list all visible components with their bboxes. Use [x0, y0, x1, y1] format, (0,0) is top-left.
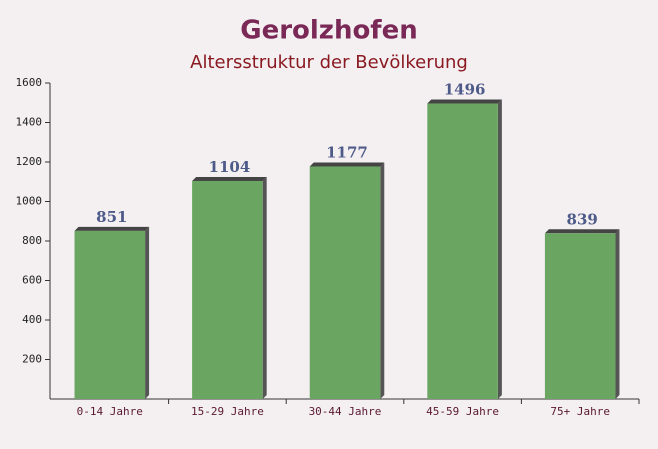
y-tick-label: 600	[22, 274, 42, 287]
y-tick-label: 800	[22, 234, 42, 247]
x-tick-label: 75+ Jahre	[550, 405, 610, 418]
value-label: 851	[96, 208, 127, 226]
y-tick-label: 1000	[16, 195, 43, 208]
y-tick-label: 1200	[16, 155, 43, 168]
bar	[544, 233, 616, 399]
bar-shadow	[615, 229, 620, 399]
bar	[74, 230, 146, 399]
y-tick-label: 1400	[16, 116, 43, 129]
bar-shadow	[74, 226, 150, 231]
bar-shadow	[192, 176, 267, 181]
bar-shadow	[309, 162, 385, 167]
bar-shadow	[145, 226, 150, 399]
bar	[192, 180, 263, 399]
chart-title: Gerolzhofen	[240, 16, 418, 46]
x-tick-label: 30-44 Jahre	[309, 405, 382, 418]
x-tick-label: 0-14 Jahre	[77, 405, 143, 418]
value-label: 1104	[209, 158, 251, 176]
value-label: 1177	[326, 144, 368, 162]
x-tick-label: 15-29 Jahre	[191, 405, 264, 418]
bar-shadow	[497, 99, 502, 399]
chart-subtitle: Altersstruktur der Bevölkerung	[190, 52, 468, 73]
bar-shadow	[262, 176, 267, 399]
x-tick-label: 45-59 Jahre	[426, 405, 499, 418]
bar-shadow	[427, 99, 502, 104]
bar	[427, 103, 498, 399]
value-label: 839	[567, 210, 598, 228]
value-label: 1496	[444, 81, 486, 99]
bar-shadow	[544, 229, 620, 234]
bar-shadow	[380, 162, 385, 399]
y-tick-label: 400	[22, 313, 42, 326]
bar	[309, 166, 381, 399]
y-tick-label: 200	[22, 353, 42, 366]
y-tick-label: 1600	[16, 76, 43, 89]
